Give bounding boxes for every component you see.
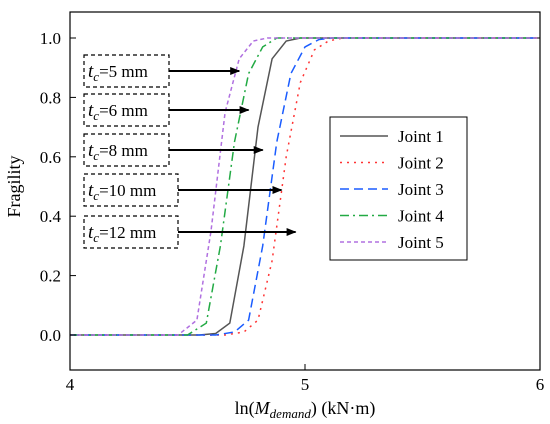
legend-label: Joint 1 <box>398 127 444 146</box>
y-tick-label: 0.8 <box>40 88 61 107</box>
annotation-box <box>83 54 170 88</box>
y-tick-label: 0.4 <box>40 207 62 226</box>
tick-layer: 4 5 6 0.0 0.2 0.4 0.6 0.8 1.0 <box>40 29 545 394</box>
series-line-joint-3 <box>70 37 540 336</box>
y-tick-label: 0.0 <box>40 326 61 345</box>
annotation-label: tc=6 mm <box>88 100 148 123</box>
series-layer <box>70 37 540 336</box>
annotation-tc-1: tc=5 mm <box>83 54 241 88</box>
annotation-tc-5: tc=12 mm <box>83 215 297 249</box>
annotation-label: tc=10 mm <box>88 180 156 203</box>
annotation-tc-4: tc=10 mm <box>83 173 283 207</box>
x-axis-label-subscript: demand <box>270 406 312 421</box>
annotation-label: tc=5 mm <box>88 61 148 84</box>
legend-label: Joint 2 <box>398 154 444 173</box>
x-tick-label: 4 <box>66 375 75 394</box>
legend-box <box>329 116 468 261</box>
annotation-label: tc=8 mm <box>88 140 148 163</box>
legend-label: Joint 5 <box>398 233 444 252</box>
annotation-box <box>83 173 179 207</box>
x-axis-label-suffix: ) (kN·m) <box>311 398 375 419</box>
y-tick-label: 1.0 <box>40 29 61 48</box>
legend-label: Joint 3 <box>398 180 444 199</box>
annotation-label: tc=12 mm <box>88 222 156 245</box>
legend-label: Joint 4 <box>398 207 444 226</box>
annotation-box <box>83 133 170 167</box>
x-axis-label-prefix: ln( <box>235 398 255 419</box>
y-tick-label: 0.2 <box>40 267 61 286</box>
y-tick-label: 0.6 <box>40 148 61 167</box>
annotation-tc-3: tc=8 mm <box>83 133 264 167</box>
x-tick-label: 6 <box>536 375 545 394</box>
annotation-box <box>83 215 179 249</box>
series-line-joint-4 <box>70 37 540 336</box>
y-axis-label: Fragility <box>4 156 24 218</box>
x-axis-label: ln(Mdemand) (kN·m) <box>235 398 376 421</box>
series-line-joint-5 <box>70 37 540 336</box>
legend: Joint 1 Joint 2 Joint 3 Joint 4 Joint 5 <box>329 116 468 261</box>
x-tick-label: 5 <box>301 375 310 394</box>
annotation-layer: tc=5 mm tc=6 mm tc=8 mm tc=10 mm tc=12 mm <box>83 54 297 249</box>
x-axis-label-symbol: M <box>254 398 271 418</box>
series-line-joint-2 <box>70 37 540 336</box>
annotation-tc-2: tc=6 mm <box>83 93 250 127</box>
